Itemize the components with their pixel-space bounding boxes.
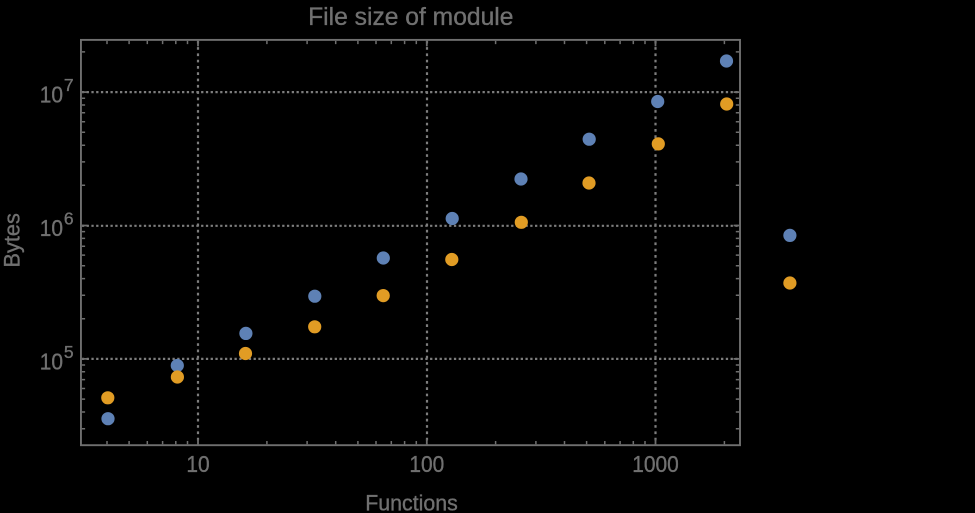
svg-text:7: 7 — [64, 75, 74, 95]
svg-text:10: 10 — [40, 348, 63, 374]
svg-text:Functions: Functions — [365, 490, 458, 513]
svg-text:6: 6 — [64, 208, 74, 228]
svg-text:Bytes: Bytes — [0, 213, 24, 267]
svg-text:10: 10 — [40, 215, 63, 241]
svg-text:5: 5 — [64, 342, 74, 362]
svg-text:100: 100 — [409, 451, 444, 477]
svg-text:File size of module: File size of module — [308, 3, 513, 31]
svg-text:10: 10 — [186, 451, 209, 477]
svg-text:1000: 1000 — [632, 451, 679, 477]
svg-text:10: 10 — [40, 82, 63, 108]
